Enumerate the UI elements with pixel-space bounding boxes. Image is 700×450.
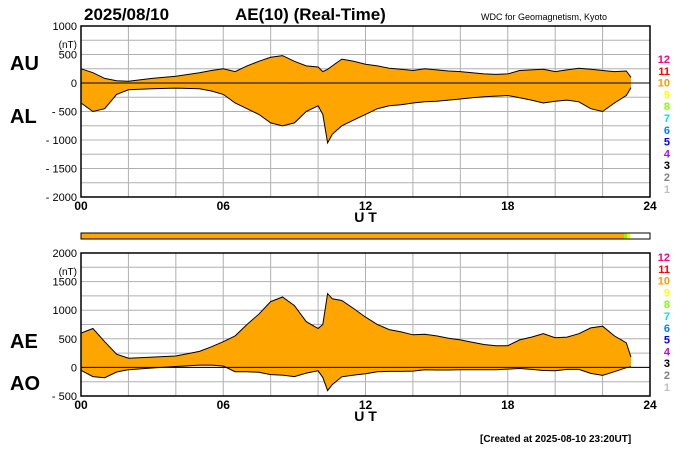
data-coverage-bar (80, 232, 651, 240)
y-tick-label: - 500 (52, 107, 77, 119)
station-level-label: 9 (664, 287, 670, 299)
created-label: [Created at 2025-08-10 23:20UT] (480, 434, 631, 445)
series-line-ae (80, 292, 632, 359)
station-level-label: 5 (664, 335, 670, 347)
station-level-label: 11 (658, 66, 670, 78)
y-tick-label: 500 (59, 50, 77, 62)
unit-label: (nT) (59, 267, 77, 278)
plot-frame (80, 252, 651, 397)
x-tick-label: 18 (501, 398, 515, 412)
station-level-label: 2 (664, 172, 670, 184)
station-level-label: 1 (664, 184, 670, 196)
station-level-label: 2 (664, 370, 670, 382)
station-level-label: 8 (664, 101, 670, 113)
x-tick-label: 18 (501, 199, 515, 213)
series-label-ae: AE (10, 331, 38, 353)
station-level-label: 4 (664, 148, 671, 160)
station-level-label: 9 (664, 89, 670, 101)
station-level-label: 1 (664, 382, 670, 394)
station-level-label: 3 (664, 358, 670, 370)
date-label: 2025/08/10 (84, 5, 169, 24)
coverage-bar-frame (80, 232, 651, 240)
data-band-fill (81, 293, 631, 391)
y-tick-label: 0 (71, 78, 77, 90)
figure-title: AE(10) (Real-Time) (235, 5, 386, 24)
series-line-al (80, 87, 632, 145)
au-al-panel: 1000 500 0 - 500 - 1000 - 1500 - 2000 (nT) 00 06 1… (10, 21, 657, 225)
station-level-label: 3 (664, 160, 670, 172)
y-tick-label: - 500 (52, 391, 77, 403)
series-line-au (80, 55, 632, 82)
x-tick-label: 24 (643, 398, 657, 412)
station-level-label: 6 (664, 125, 670, 137)
y-tick-label: 2000 (53, 248, 77, 260)
source-label: WDC for Geomagnetism, Kyoto (481, 12, 607, 22)
station-level-label: 10 (658, 276, 670, 288)
x-tick-label: 12 (359, 199, 373, 213)
x-tick-label: 12 (359, 398, 373, 412)
data-band-fill (81, 55, 631, 143)
station-level-label: 12 (658, 252, 670, 264)
x-tick-label: 24 (643, 199, 657, 213)
series-label-ao: AO (10, 373, 40, 395)
plot-frame (80, 25, 651, 198)
coverage-bar-segment (627, 233, 631, 239)
y-tick-label: 1000 (53, 305, 77, 317)
coverage-bar-segment (624, 233, 628, 239)
station-level-label: 7 (664, 311, 670, 323)
y-tick-label: - 1000 (46, 135, 77, 147)
y-tick-label: - 1500 (46, 164, 77, 176)
x-tick-label: 00 (74, 199, 88, 213)
station-level-label: 7 (664, 113, 670, 125)
y-tick-label: - 2000 (46, 192, 77, 204)
ae-ao-panel: 2000 1500 1000 500 0 - 500 (nT) 00 06 12 18 24 U T AE… (10, 248, 657, 424)
x-tick-label: 06 (217, 199, 231, 213)
station-level-label: 5 (664, 137, 670, 149)
x-tick-label: 00 (74, 398, 88, 412)
station-level-label: 12 (658, 54, 670, 66)
series-label-au: AU (10, 53, 39, 75)
x-axis-label: U T (354, 209, 377, 225)
y-tick-label: 500 (59, 334, 77, 346)
y-tick-label: 1500 (53, 277, 77, 289)
station-level-label: 4 (664, 346, 671, 358)
series-label-al: AL (10, 106, 37, 128)
station-level-label: 8 (664, 299, 670, 311)
x-axis-label: U T (354, 408, 377, 424)
y-tick-label: 0 (71, 362, 77, 374)
station-level-label: 10 (658, 78, 670, 90)
station-level-label: 11 (658, 264, 670, 276)
y-tick-label: 1000 (53, 21, 77, 33)
x-tick-label: 06 (217, 398, 231, 412)
station-level-label: 6 (664, 323, 670, 335)
coverage-bar-fill (81, 233, 625, 239)
series-line-ao (80, 364, 632, 392)
unit-label: (nT) (59, 40, 77, 51)
